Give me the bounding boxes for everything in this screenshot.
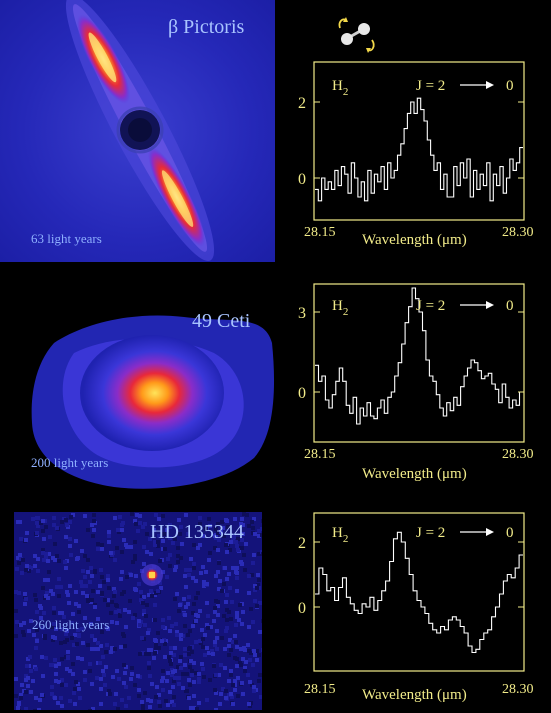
y-tick-label: 0	[298, 171, 306, 188]
x-axis-title: Wavelength (μm)	[362, 466, 467, 482]
y-tick-label: 0	[298, 385, 306, 402]
spectrum-plot: 3 0 28.15 28.30 Wavelength (μm) H2 J = 2…	[284, 282, 544, 482]
h2-molecule-icon	[334, 14, 380, 58]
x-tick-label: 28.30	[502, 225, 534, 240]
species-label: H2	[332, 298, 348, 318]
x-tick-label: 28.30	[502, 682, 534, 697]
transition-label: J = 2	[416, 298, 445, 314]
transition-final-label: 0	[506, 525, 514, 541]
spectrum-trace	[315, 287, 523, 425]
distance-label: 200 light years	[31, 455, 109, 470]
distance-label: 63 light years	[31, 231, 102, 246]
star-name: HD 135344	[150, 521, 244, 543]
species-label: H2	[332, 525, 348, 545]
star-name: β Pictoris	[168, 16, 245, 38]
spectrum-svg: 3 0 28.15 28.30 Wavelength (μm) H2 J = 2…	[298, 283, 534, 482]
x-tick-label: 28.30	[502, 447, 534, 462]
spectrum-plot: 2 0 28.15 28.30 Wavelength (μm) H2 J = 2…	[284, 60, 544, 260]
plot-frame	[313, 512, 525, 672]
x-tick-label: 28.15	[304, 682, 336, 697]
spectrum-plot: 2 0 28.15 28.30 Wavelength (μm) H2 J = 2…	[284, 511, 544, 711]
y-tick-label: 3	[298, 305, 306, 322]
x-tick-label: 28.15	[304, 447, 336, 462]
x-axis-title: Wavelength (μm)	[362, 687, 467, 703]
y-tick-label: 2	[298, 95, 306, 112]
star-name: 49 Ceti	[192, 310, 251, 332]
y-tick-label: 0	[298, 600, 306, 617]
spectrum-trace	[315, 531, 523, 654]
x-tick-label: 28.15	[304, 225, 336, 240]
49-ceti-image	[14, 283, 276, 499]
y-tick-label: 2	[298, 535, 306, 552]
spectrum-svg: 2 0 28.15 28.30 Wavelength (μm) H2 J = 2…	[298, 512, 534, 703]
distance-label: 260 light years	[32, 617, 110, 632]
spectrum-svg: 2 0 28.15 28.30 Wavelength (μm) H2 J = 2…	[298, 61, 534, 248]
species-label: H2	[332, 78, 348, 98]
hd-135344-image	[14, 512, 262, 710]
plot-frame	[313, 61, 525, 221]
x-axis-title: Wavelength (μm)	[362, 232, 467, 248]
spectrum-trace	[315, 97, 523, 202]
transition-label: J = 2	[416, 525, 445, 541]
transition-final-label: 0	[506, 298, 514, 314]
transition-final-label: 0	[506, 78, 514, 94]
transition-label: J = 2	[416, 78, 445, 94]
plot-frame	[313, 283, 525, 443]
beta-pictoris-image	[0, 0, 275, 262]
